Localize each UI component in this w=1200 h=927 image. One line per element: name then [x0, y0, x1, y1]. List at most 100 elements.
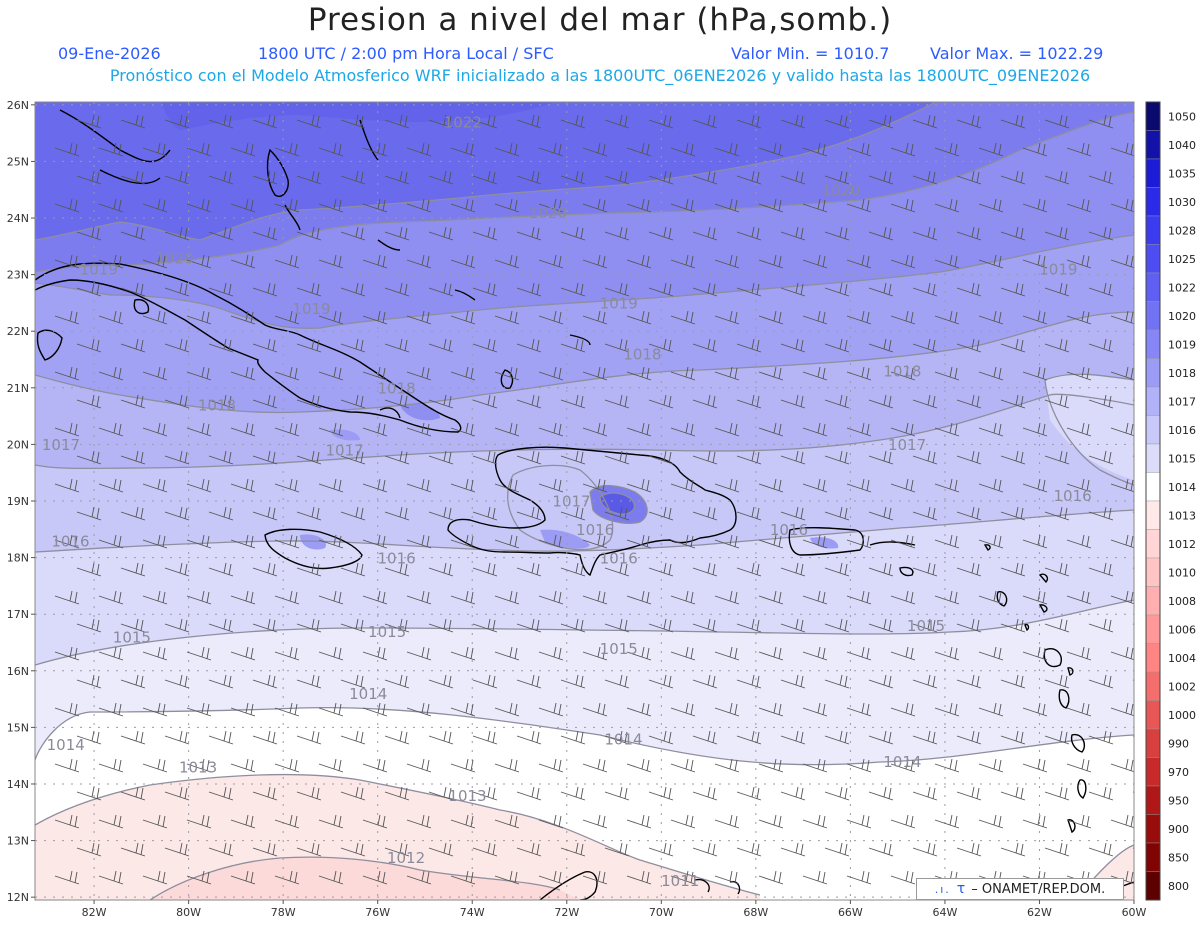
- wind-barb: [428, 450, 454, 465]
- longitude-labels: 82W 80W 78W 76W 74W 72W 70W 68W 66W 64W 62W 60W: [82, 900, 1147, 919]
- wind-barb: [384, 506, 410, 521]
- wind-barb: [912, 226, 938, 241]
- wind-barb: [428, 786, 454, 801]
- wind-barb: [714, 198, 740, 213]
- wind-barb: [494, 590, 520, 605]
- wind-barb: [142, 478, 168, 493]
- wind-barb: [340, 562, 366, 577]
- credit-box: .ı. τ – ONAMET/REP.DOM.: [916, 878, 1124, 900]
- wind-barb: [1044, 618, 1070, 633]
- wind-barb: [1000, 282, 1026, 297]
- wind-barb: [560, 674, 586, 689]
- wind-barb: [494, 758, 520, 773]
- wind-barb: [296, 170, 322, 185]
- wind-barb: [142, 590, 168, 605]
- wind-barb: [758, 366, 784, 381]
- wind-barb: [1088, 618, 1114, 633]
- wind-barb: [164, 674, 190, 689]
- wind-barb: [692, 618, 718, 633]
- wind-barb: [626, 702, 652, 717]
- wind-barb: [1022, 198, 1048, 213]
- wind-barb: [890, 702, 916, 717]
- wind-barb: [516, 730, 542, 745]
- wind-barb: [868, 730, 894, 745]
- wind-barb: [1110, 422, 1134, 437]
- wind-barb: [846, 198, 872, 213]
- wind-barb: [560, 394, 586, 409]
- wind-barb: [890, 534, 916, 549]
- wind-barb: [362, 702, 388, 717]
- wind-barb: [516, 226, 542, 241]
- wind-barb: [472, 618, 498, 633]
- wind-barb: [274, 758, 300, 773]
- colorbar-label: 1015: [1168, 452, 1196, 465]
- isobar-label: 1016: [576, 521, 614, 539]
- wind-barb: [98, 534, 124, 549]
- colorbar-swatch: [1145, 614, 1161, 644]
- wind-barb: [252, 282, 278, 297]
- wind-barb: [978, 478, 1004, 493]
- wind-barb: [54, 366, 80, 381]
- colorbar-swatch: [1145, 842, 1161, 872]
- wind-barb: [384, 618, 410, 633]
- wind-barb: [956, 618, 982, 633]
- wind-barb: [824, 394, 850, 409]
- colorbar-swatch: [1145, 329, 1161, 359]
- isobar-label: 1017: [42, 436, 80, 454]
- wind-barb: [120, 394, 146, 409]
- wind-barb: [362, 478, 388, 493]
- wind-barb: [362, 646, 388, 661]
- wind-barb: [626, 870, 652, 885]
- wind-barb: [736, 114, 762, 129]
- lat-label: 16N: [7, 665, 29, 678]
- wind-barb: [868, 394, 894, 409]
- colorbar-swatch: [1145, 671, 1161, 701]
- wind-barb: [230, 422, 256, 437]
- wind-barb: [472, 226, 498, 241]
- colorbar-label: 1040: [1168, 139, 1196, 152]
- wind-barb: [802, 254, 828, 269]
- lon-label: 82W: [82, 906, 107, 919]
- wind-barb: [604, 618, 630, 633]
- wind-barb: [340, 506, 366, 521]
- wind-barb: [230, 142, 256, 157]
- isobar-label: 1017: [326, 442, 364, 460]
- wind-barb: [406, 534, 432, 549]
- wind-barb: [736, 562, 762, 577]
- wind-barb: [604, 842, 630, 857]
- wind-barb: [670, 198, 696, 213]
- wind-barb: [846, 142, 872, 157]
- colorbar-label: 1035: [1168, 167, 1196, 180]
- wind-barb: [450, 758, 476, 773]
- wind-barb: [428, 842, 454, 857]
- wind-barb: [252, 170, 278, 185]
- wind-barb: [406, 646, 432, 661]
- wind-barb: [714, 534, 740, 549]
- wind-barb: [1066, 254, 1092, 269]
- wind-barb: [648, 730, 674, 745]
- wind-barb: [956, 114, 982, 129]
- wind-barb: [450, 422, 476, 437]
- wind-barb: [890, 142, 916, 157]
- wind-barb: [230, 310, 256, 325]
- wind-barb: [472, 562, 498, 577]
- wind-barb: [252, 674, 278, 689]
- wind-barb: [318, 870, 344, 885]
- wind-barb: [1044, 506, 1070, 521]
- colorbar-frame: [1145, 101, 1161, 901]
- wind-barb: [978, 198, 1004, 213]
- wind-barb: [670, 646, 696, 661]
- lon-label: 78W: [271, 906, 296, 919]
- wind-barb: [120, 562, 146, 577]
- wind-barb: [824, 114, 850, 129]
- wind-barb: [780, 562, 806, 577]
- colorbar-swatch: [1145, 386, 1161, 416]
- wind-barb: [164, 338, 190, 353]
- wind-barb: [538, 198, 564, 213]
- colorbar-swatch: [1145, 757, 1161, 787]
- wind-barb: [1000, 842, 1026, 857]
- wind-barb: [98, 310, 124, 325]
- wind-barb: [318, 198, 344, 213]
- wind-barb: [384, 730, 410, 745]
- wind-barb: [1110, 478, 1134, 493]
